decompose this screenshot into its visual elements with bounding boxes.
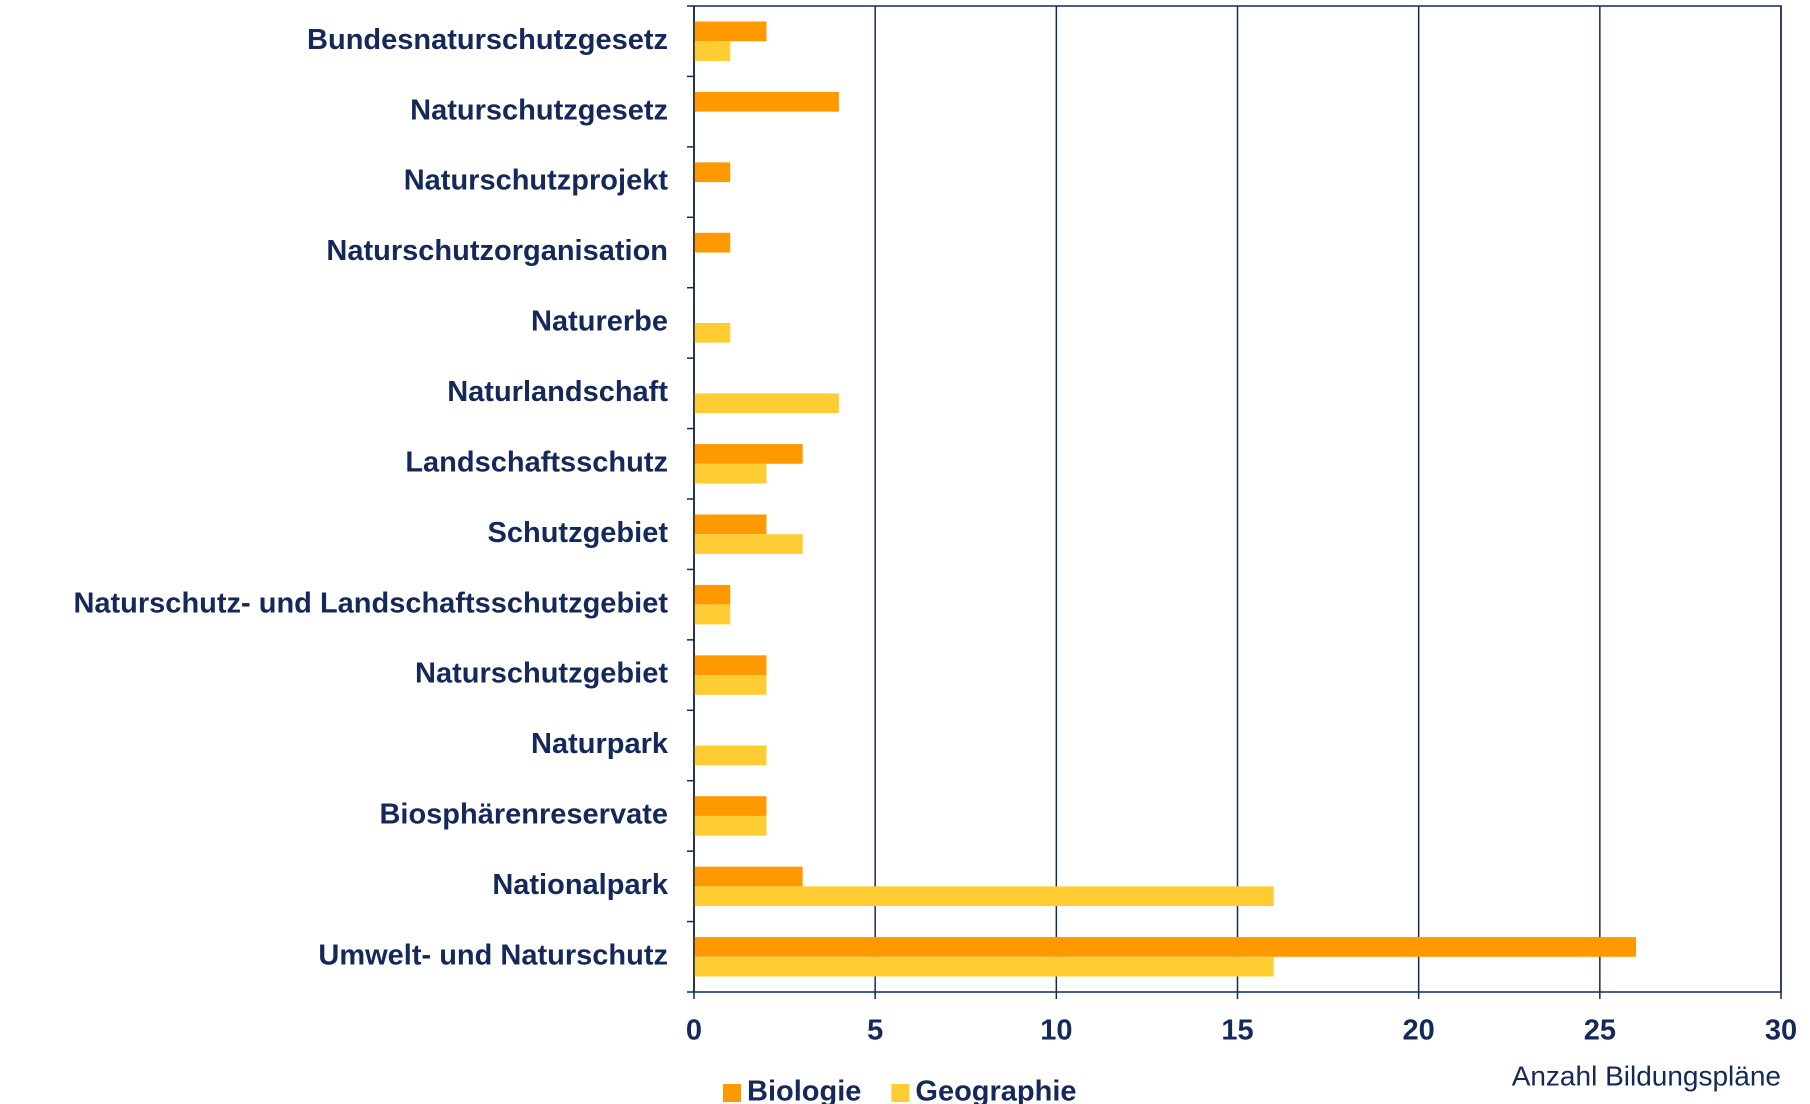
bar [694,393,839,414]
bar [694,444,803,464]
y-tick-label: Umwelt- und Naturschutz [318,939,668,971]
legend-label: Geographie [915,1076,1076,1104]
bar [694,322,731,343]
bar [694,21,767,42]
bar [694,956,1274,977]
bar [694,162,731,183]
bar [694,584,731,605]
y-tick-label: Naturschutzgebiet [415,658,668,690]
y-tick-label: Naturlandschaft [447,376,668,408]
bar [694,886,1274,907]
y-tick-label: Naturschutz- und Landschaftsschutzgebiet [73,587,668,619]
bar [694,796,767,816]
bar [694,815,767,836]
x-axis-title: Anzahl Bildungspläne [1512,1060,1781,1091]
y-tick-label: Bundesnaturschutzgesetz [307,24,668,56]
y-tick-label: Naturerbe [531,306,668,338]
bar [694,745,767,766]
x-tick-label: 5 [867,1015,883,1047]
bar [694,91,839,112]
bar [694,866,803,887]
bar [694,655,767,676]
y-tick-label: Naturschutzprojekt [404,165,669,197]
x-tick-label: 30 [1765,1015,1797,1047]
x-tick-label: 25 [1584,1015,1616,1047]
bar [694,514,767,535]
x-tick-label: 15 [1221,1015,1253,1047]
legend-label: Biologie [747,1076,861,1104]
x-tick-label: 20 [1403,1015,1435,1047]
y-tick-label: Landschaftsschutz [405,446,668,478]
y-tick-label: Naturschutzorganisation [326,235,668,267]
y-tick-label: Nationalpark [492,869,669,901]
legend-swatch [891,1084,910,1102]
legend-swatch [723,1084,741,1102]
bar [694,463,767,484]
y-tick-label: Naturschutzgesetz [410,94,668,126]
bar [694,41,731,61]
bar [694,675,767,695]
y-tick-label: Biosphärenreservate [379,799,668,831]
bar [694,604,731,625]
x-tick-label: 0 [686,1015,702,1047]
bar [694,534,803,554]
bar [694,937,1637,957]
bar [694,232,731,253]
y-tick-label: Naturpark [531,728,669,760]
y-tick-label: Schutzgebiet [488,517,669,549]
x-tick-label: 10 [1040,1015,1072,1047]
